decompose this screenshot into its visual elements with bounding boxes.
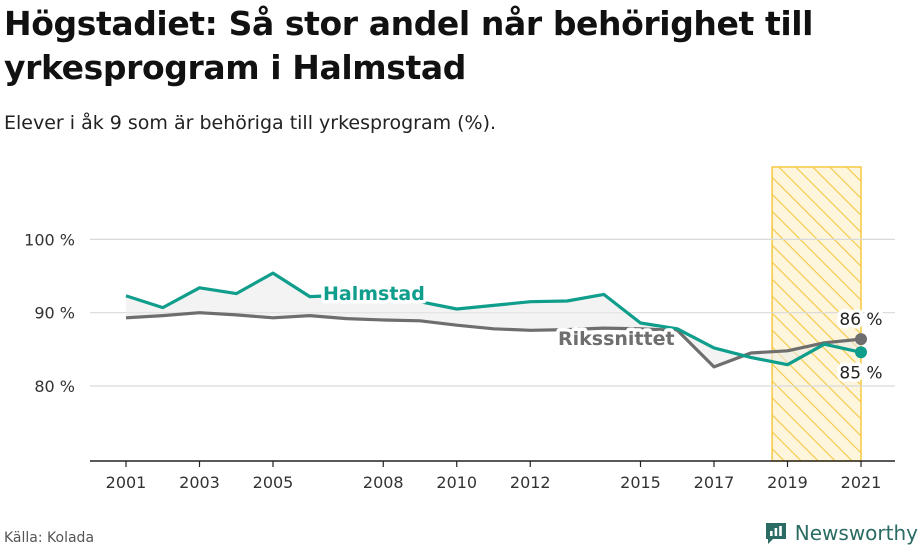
point-halmstad [855,346,867,359]
x-tick-label: 2017 [694,473,735,492]
series-label-halmstad: Halmstad [323,283,425,305]
end-label-rikssnittet-halo: 86 % [839,310,882,330]
chart-subtitle: Elever i åk 9 som är behöriga till yrkes… [4,112,497,134]
highlight-period [771,166,862,462]
x-tick-label: 2010 [436,473,477,492]
chart-title: Högstadiet: Så stor andel når behörighet… [4,4,814,87]
series-line-halmstad [125,271,862,367]
series-label-halmstad-halo: Halmstad [323,283,425,305]
end-label-rikssnittet: 86 % [839,310,882,330]
series-line-rikssnittet [125,311,862,369]
x-tick-label: 2001 [106,473,147,492]
source-note: Källa: Kolada [4,530,95,546]
x-tick-label: 2012 [510,473,551,492]
series-label-rikssnittet-halo: Rikssnittet [558,328,675,350]
end-label-halmstad: 85 % [839,363,882,383]
x-tick-label: 2008 [363,473,404,492]
y-tick-label: 90 % [34,304,75,323]
x-tick-label: 2005 [253,473,294,492]
newsworthy-brand[interactable]: Newsworthy [763,520,918,546]
newsworthy-logo-icon [765,523,786,544]
series-label-rikssnittet: Rikssnittet [558,328,675,350]
x-tick-label: 2015 [620,473,661,492]
y-tick-label: 100 % [24,230,75,249]
point-rikssnittet [855,333,867,346]
brand-name: Newsworthy [794,521,918,545]
y-tick-label: 80 % [34,377,75,396]
x-tick-label: 2021 [841,473,882,492]
x-tick-label: 2019 [767,473,808,492]
x-tick-label: 2003 [179,473,220,492]
end-label-halmstad-halo: 85 % [839,363,882,383]
